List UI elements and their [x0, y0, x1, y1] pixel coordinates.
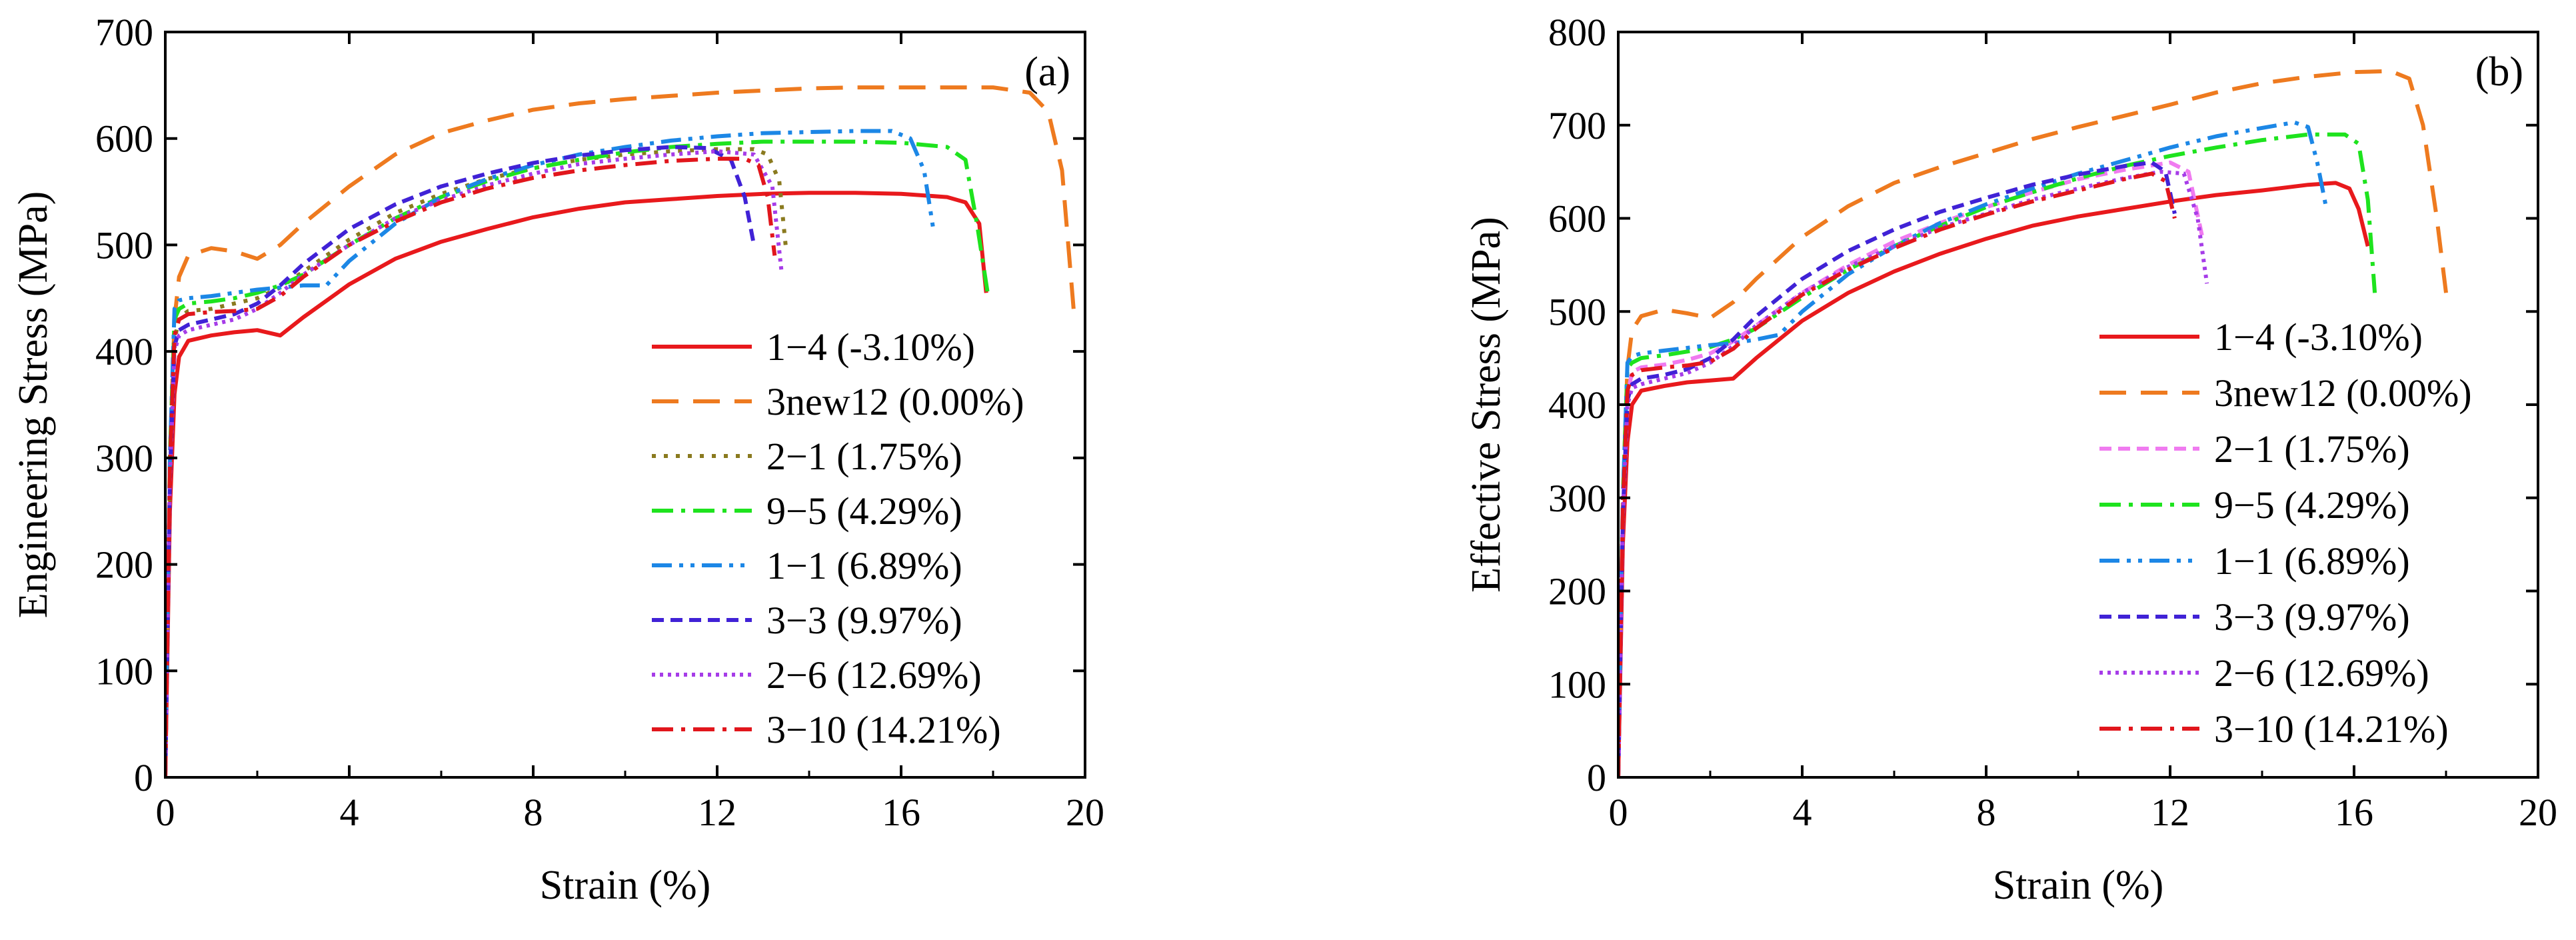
y-axis-title: Engineering Stress (MPa) [11, 191, 56, 619]
y-axis-title: Effective Stress (MPa) [1464, 217, 1509, 593]
legend-label: 3new12 (0.00%) [2214, 371, 2472, 415]
series-line-0 [165, 191, 988, 777]
legend-label: 1−1 (6.89%) [766, 544, 962, 587]
x-axis-title: Strain (%) [1993, 863, 2164, 908]
y-tick-label: 0 [134, 756, 153, 799]
y-tick-label: 200 [1548, 570, 1606, 613]
legend-label: 3−3 (9.97%) [2214, 595, 2410, 639]
legend-label: 3new12 (0.00%) [766, 380, 1024, 423]
series-line-7 [1618, 171, 2177, 777]
legend: 1−4 (-3.10%) 3new12 (0.00%) 2−1 (1.75%) 9−5… [652, 325, 1024, 751]
x-tick-label: 8 [1977, 791, 1996, 834]
series-line-4 [165, 129, 936, 777]
x-tick-label: 12 [698, 791, 736, 834]
legend-label: 2−1 (1.75%) [2214, 427, 2410, 471]
series-line-6 [1618, 169, 2209, 777]
series-line-6 [165, 149, 784, 777]
y-tick-label: 100 [95, 649, 153, 693]
legend-label: 3−10 (14.21%) [766, 708, 1001, 751]
series-group [1618, 69, 2448, 777]
legend-label: 9−5 (4.29%) [766, 489, 962, 533]
y-tick-label: 300 [95, 437, 153, 480]
x-tick-label: 0 [1609, 791, 1628, 834]
series-line-2 [1618, 160, 2205, 777]
y-tick-label: 600 [1548, 197, 1606, 241]
legend-label: 3−3 (9.97%) [766, 599, 962, 642]
legend-label: 2−6 (12.69%) [766, 653, 982, 697]
legend: 1−4 (-3.10%) 3new12 (0.00%) 2−1 (1.75%) 9−5… [2099, 315, 2472, 751]
x-tick-label: 12 [2151, 791, 2189, 834]
x-tick-label: 4 [340, 791, 359, 834]
y-tick-label: 600 [95, 117, 153, 161]
legend-label: 2−6 (12.69%) [2214, 651, 2429, 695]
series-line-5 [1618, 160, 2177, 777]
series-line-1 [165, 85, 1076, 777]
y-tick-label: 0 [1587, 756, 1606, 799]
x-tick-label: 0 [156, 791, 175, 834]
y-tick-label: 700 [95, 11, 153, 54]
y-tick-label: 100 [1548, 663, 1606, 706]
legend-label: 2−1 (1.75%) [766, 435, 962, 478]
y-tick-label: 400 [95, 330, 153, 373]
series-line-1 [1618, 69, 2448, 777]
y-tick-label: 200 [95, 543, 153, 587]
legend-label: 9−5 (4.29%) [2214, 483, 2410, 527]
x-tick-label: 16 [882, 791, 920, 834]
series-line-5 [165, 145, 756, 777]
x-axis-title: Strain (%) [540, 863, 711, 908]
y-tick-label: 400 [1548, 383, 1606, 427]
series-line-3 [165, 139, 991, 777]
legend-label: 3−10 (14.21%) [2214, 707, 2449, 751]
x-tick-label: 16 [2335, 791, 2373, 834]
y-tick-label: 500 [1548, 290, 1606, 333]
panel-label: (b) [2475, 49, 2523, 95]
y-tick-label: 500 [95, 223, 153, 267]
y-tick-label: 300 [1548, 477, 1606, 520]
x-tick-label: 20 [2519, 791, 2557, 834]
panel-label: (a) [1024, 49, 1070, 95]
y-tick-label: 800 [1548, 11, 1606, 54]
series-line-0 [1618, 181, 2370, 777]
legend-label: 1−4 (-3.10%) [766, 325, 975, 369]
series-line-7 [165, 157, 777, 777]
y-tick-label: 700 [1548, 104, 1606, 147]
series-group [165, 85, 1076, 777]
x-tick-label: 20 [1066, 791, 1104, 834]
chart-panel-b: 0 4 8 12 16 200100200300400500600700800Strain… [1464, 11, 2557, 908]
x-tick-label: 8 [524, 791, 543, 834]
legend-label: 1−4 (-3.10%) [2214, 315, 2423, 359]
x-tick-label: 4 [1793, 791, 1812, 834]
series-line-2 [165, 147, 788, 777]
legend-label: 1−1 (6.89%) [2214, 539, 2410, 583]
